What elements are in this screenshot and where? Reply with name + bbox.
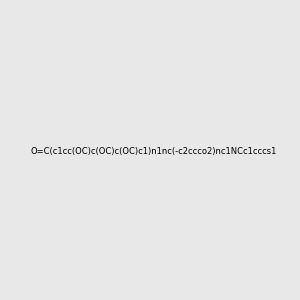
Text: O=C(c1cc(OC)c(OC)c(OC)c1)n1nc(-c2ccco2)nc1NCc1cccs1: O=C(c1cc(OC)c(OC)c(OC)c1)n1nc(-c2ccco2)n… [31,147,277,156]
